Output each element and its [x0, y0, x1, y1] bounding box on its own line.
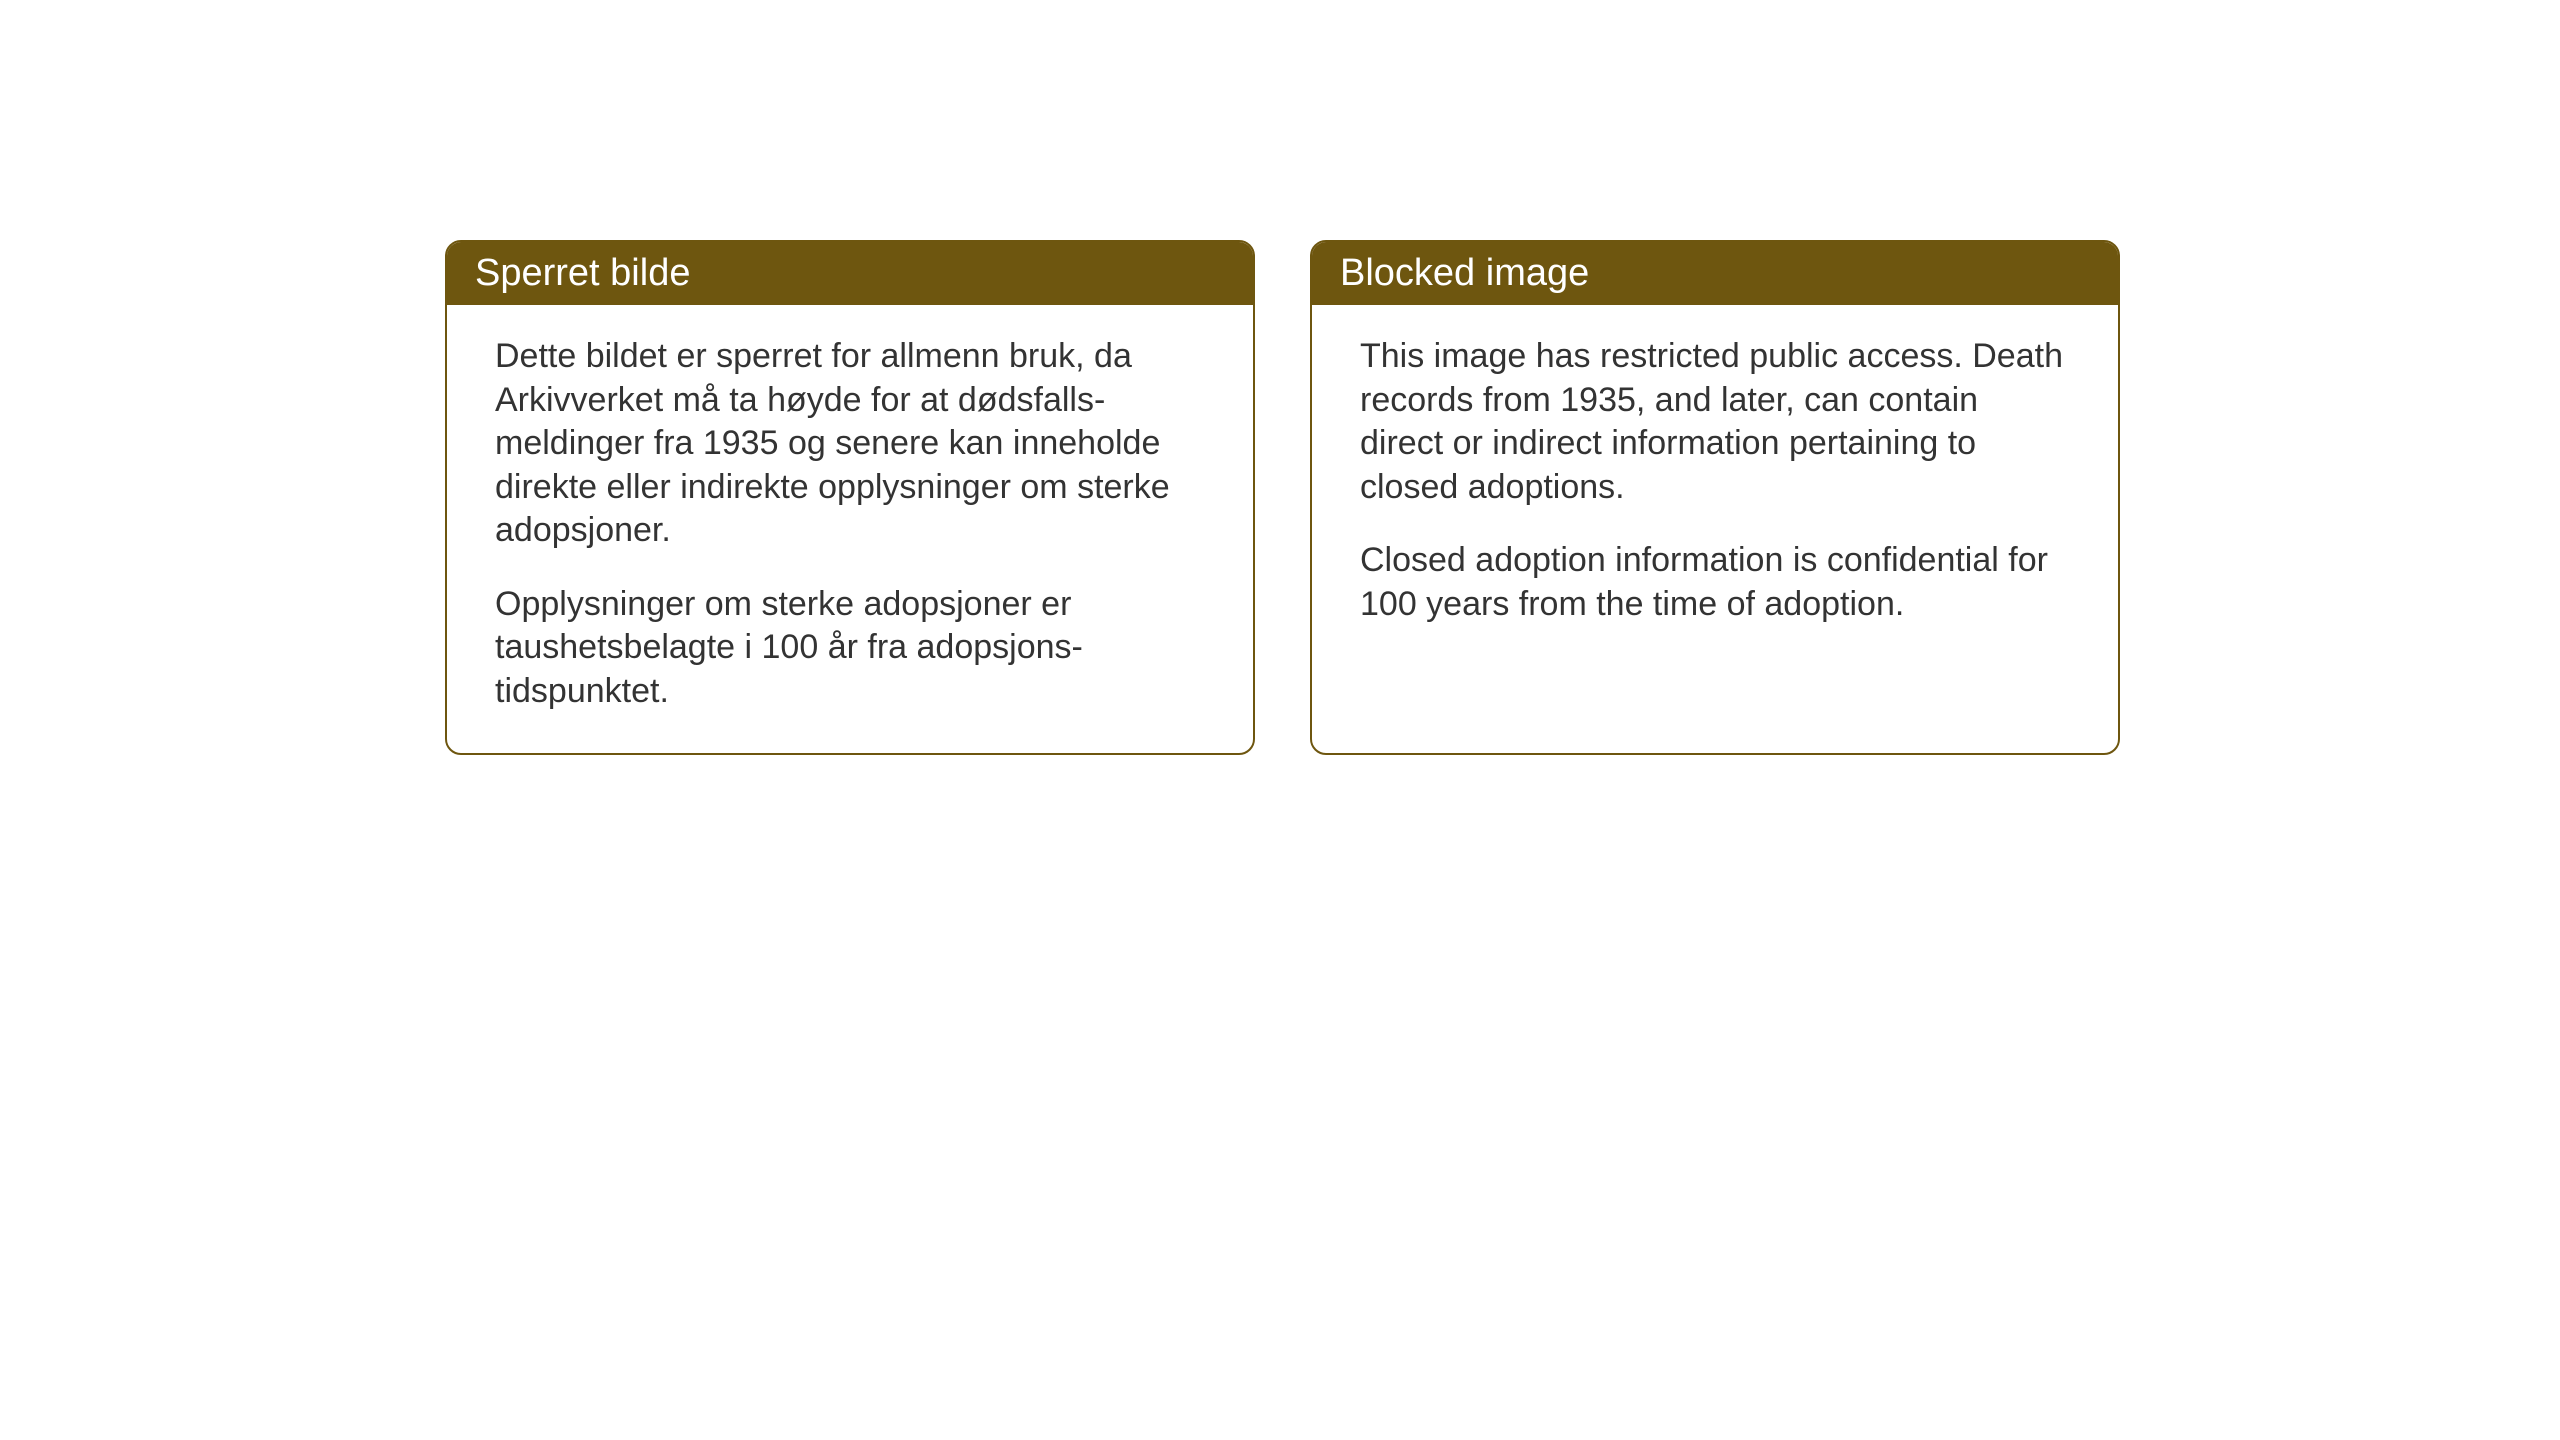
notice-card-english: Blocked image This image has restricted …: [1310, 240, 2120, 755]
card-body-english: This image has restricted public access.…: [1312, 305, 2118, 705]
notice-card-norwegian: Sperret bilde Dette bildet er sperret fo…: [445, 240, 1255, 755]
card-title-english: Blocked image: [1340, 252, 1589, 294]
card-paragraph-norwegian-2: Opplysninger om sterke adopsjoner er tau…: [495, 583, 1205, 714]
card-header-english: Blocked image: [1312, 242, 2118, 305]
notice-container: Sperret bilde Dette bildet er sperret fo…: [445, 240, 2120, 755]
card-paragraph-norwegian-1: Dette bildet er sperret for allmenn bruk…: [495, 335, 1205, 553]
card-title-norwegian: Sperret bilde: [475, 252, 690, 294]
card-body-norwegian: Dette bildet er sperret for allmenn bruk…: [447, 305, 1253, 753]
card-paragraph-english-1: This image has restricted public access.…: [1360, 335, 2070, 509]
card-header-norwegian: Sperret bilde: [447, 242, 1253, 305]
card-paragraph-english-2: Closed adoption information is confident…: [1360, 539, 2070, 626]
